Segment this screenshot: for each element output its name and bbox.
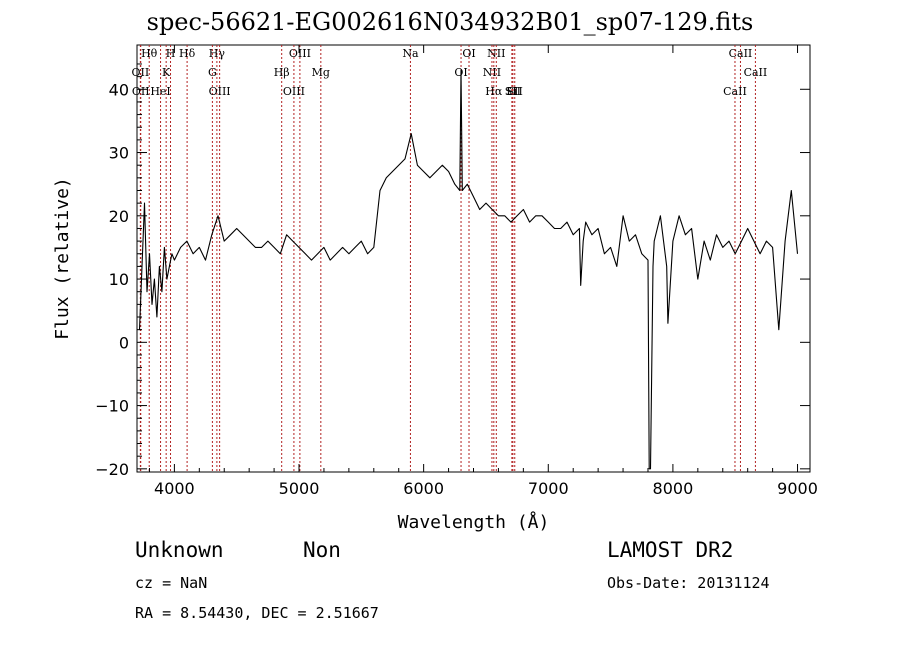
- line-marker-label: OI: [462, 47, 475, 60]
- x-tick-label: 6000: [403, 479, 444, 498]
- obs-date-label: Obs-Date: 20131124: [607, 574, 770, 592]
- x-tick-label: 8000: [653, 479, 694, 498]
- line-marker-label: OIII: [289, 47, 311, 60]
- line-marker-label: Hδ: [179, 47, 196, 60]
- line-marker-label: Na: [402, 47, 419, 60]
- line-marker-label: HeI: [150, 85, 170, 98]
- x-tick-label: 7000: [528, 479, 569, 498]
- x-tick-label: 4000: [154, 479, 195, 498]
- line-marker-label: Hα: [485, 85, 503, 98]
- survey-label: LAMOST DR2: [607, 538, 734, 562]
- plot-frame: [136, 44, 811, 473]
- redshift-label: cz = NaN: [135, 574, 208, 592]
- y-tick-label: 30: [109, 144, 129, 163]
- x-tick-label: 9000: [777, 479, 818, 498]
- y-tick-label: 20: [109, 207, 129, 226]
- line-marker-label: Li: [506, 85, 517, 98]
- chart-title: spec-56621-EG002616N034932B01_sp07-129.f…: [146, 8, 754, 36]
- y-tick-label: 10: [109, 270, 129, 289]
- line-marker-label: OIII: [283, 85, 305, 98]
- object-class: Unknown: [135, 538, 224, 562]
- y-tick-label: 40: [109, 80, 129, 99]
- line-marker-label: CaII: [744, 66, 768, 79]
- line-marker-label: G: [208, 66, 217, 79]
- line-marker-label: SII: [505, 85, 521, 98]
- y-tick-label: −20: [95, 460, 129, 479]
- y-tick-label: −10: [95, 397, 129, 416]
- line-marker-label: Hβ: [274, 66, 290, 79]
- line-marker-label: K: [162, 66, 171, 79]
- x-tick-label: 5000: [279, 479, 320, 498]
- line-marker-label: CaII: [729, 47, 753, 60]
- line-marker-label: NII: [483, 66, 501, 79]
- y-tick-label: 0: [119, 333, 129, 352]
- line-marker-label: OII: [132, 85, 150, 98]
- line-marker-label: SII: [507, 85, 523, 98]
- line-marker-label: NII: [487, 47, 505, 60]
- line-marker-label: Mg: [312, 66, 330, 79]
- y-axis-label: Flux (relative): [52, 177, 73, 340]
- spectrum-line: [138, 69, 799, 470]
- object-subclass: Non: [303, 538, 341, 562]
- line-marker-label: CaII: [723, 85, 747, 98]
- line-marker-label: OII: [132, 66, 150, 79]
- line-marker-label: Hγ: [209, 47, 226, 60]
- x-axis-label: Wavelength (Å): [398, 511, 550, 533]
- line-marker-label: Hθ: [141, 47, 158, 60]
- line-marker-label: H: [166, 47, 176, 60]
- line-marker-label: OIII: [209, 85, 231, 98]
- coordinates-label: RA = 8.54430, DEC = 2.51667: [135, 604, 379, 622]
